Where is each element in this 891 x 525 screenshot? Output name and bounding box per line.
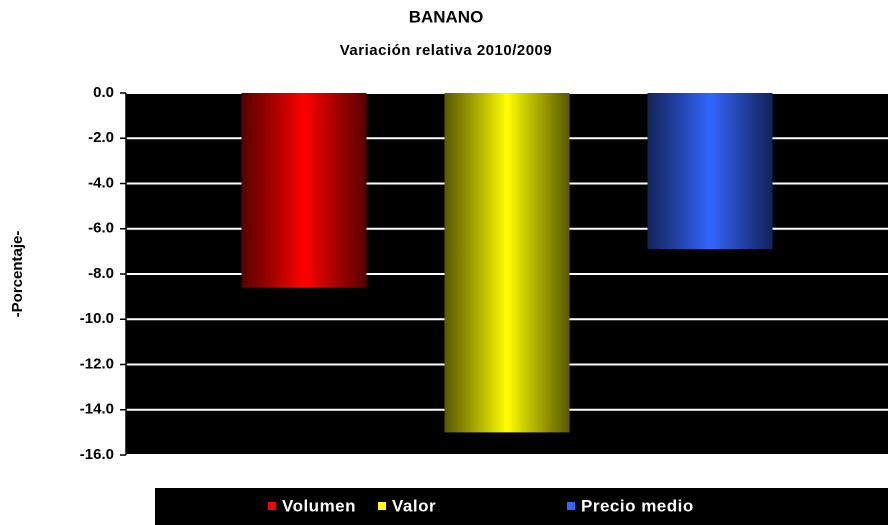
- y-tick-label: -12.0: [80, 355, 114, 372]
- y-tick-label: -6.0: [88, 220, 114, 237]
- legend-marker: [378, 502, 386, 510]
- bar: [241, 93, 367, 288]
- legend-label: Volumen: [282, 496, 356, 515]
- y-tick-label: -10.0: [80, 310, 114, 327]
- y-tick-label: -8.0: [88, 265, 114, 282]
- legend-marker: [567, 502, 575, 510]
- bar: [647, 93, 773, 250]
- legend-box: [155, 488, 888, 525]
- y-tick-label: -4.0: [88, 174, 114, 191]
- y-tick-label: -14.0: [80, 401, 114, 418]
- y-axis-label: -Porcentaje-: [9, 231, 26, 318]
- y-tick-label: -2.0: [88, 129, 114, 146]
- legend-marker: [268, 502, 276, 510]
- chart-subtitle: Variación relativa 2010/2009: [340, 42, 552, 59]
- legend-label: Precio medio: [581, 496, 694, 515]
- y-tick-label: 0.0: [93, 84, 114, 101]
- chart-title: BANANO: [409, 7, 484, 26]
- legend-label: Valor: [392, 496, 436, 515]
- y-tick-label: -16.0: [80, 446, 114, 463]
- bar: [444, 93, 570, 433]
